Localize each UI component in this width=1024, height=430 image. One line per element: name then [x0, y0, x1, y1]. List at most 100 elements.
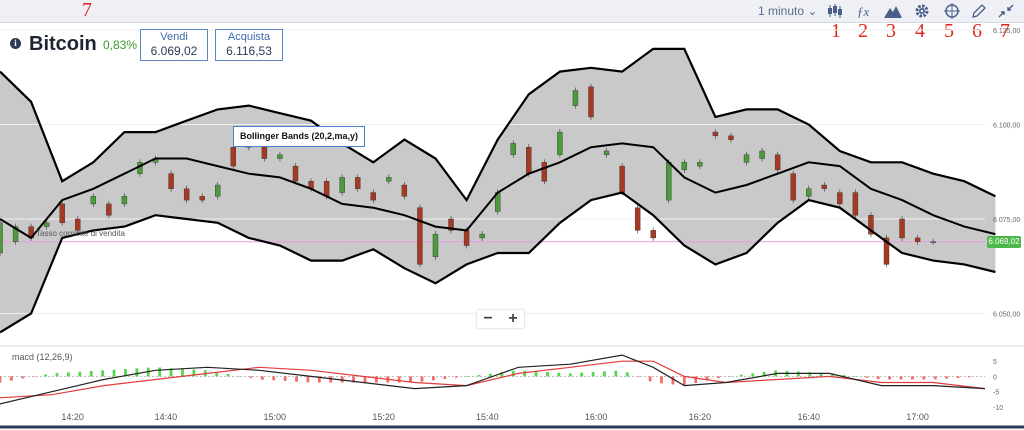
candle — [59, 203, 65, 224]
macd-histogram-bar — [876, 376, 880, 380]
macd-histogram-bar — [739, 374, 743, 377]
gear-icon[interactable] — [913, 3, 931, 19]
bollinger-middle-line — [0, 142, 996, 240]
macd-signal-line — [0, 360, 986, 399]
macd-line — [0, 354, 986, 405]
zoom-control: − + — [477, 310, 524, 328]
candle — [75, 218, 81, 231]
sell-button[interactable]: Vendi 6.069,02 — [140, 29, 208, 61]
candle — [852, 192, 859, 216]
candle — [619, 165, 625, 193]
y-tick-label: 6.125,00 — [993, 28, 1020, 35]
macd-histogram-bar — [557, 372, 561, 377]
candle — [837, 192, 843, 205]
macd-histogram-bar — [443, 376, 447, 379]
candle — [401, 184, 408, 197]
candle — [572, 90, 579, 106]
annotation-mark: 1 — [831, 20, 841, 42]
macd-histogram-bar — [67, 372, 70, 377]
candle — [603, 150, 610, 155]
zoom-in-button[interactable]: + — [508, 310, 518, 327]
candle — [634, 207, 641, 231]
candle — [121, 196, 128, 205]
candle — [90, 196, 97, 205]
candle — [43, 222, 50, 227]
macd-histogram-bar — [78, 371, 82, 377]
candle — [759, 150, 765, 159]
macd-histogram-bar — [10, 376, 13, 381]
macd-histogram-bar — [888, 376, 892, 380]
x-tick-label: 16:00 — [585, 412, 608, 422]
candle — [183, 188, 190, 201]
candle — [448, 218, 454, 231]
macd-histogram-bar — [317, 376, 321, 383]
macd-histogram-bar — [762, 371, 766, 377]
candle — [728, 135, 734, 140]
y-tick-label: 6.100,00 — [993, 123, 1020, 130]
interval-selector[interactable]: 1 minuto ⌄ — [758, 4, 817, 18]
candle — [899, 218, 905, 239]
macd-histogram-bar — [420, 376, 424, 382]
macd-histogram-bar — [842, 375, 846, 377]
macd-histogram-bar — [181, 368, 184, 377]
info-icon[interactable]: i — [10, 38, 21, 49]
candle — [510, 143, 516, 155]
candle — [432, 233, 439, 258]
x-tick-label: 16:20 — [689, 412, 712, 422]
macd-histogram-bar — [808, 372, 812, 377]
candle — [370, 192, 376, 201]
macd-histogram-bar — [831, 373, 834, 377]
annotation-mark: 6 — [972, 20, 982, 42]
annotation-mark: 4 — [915, 20, 925, 42]
candle — [883, 237, 890, 265]
sell-price: 6.069,02 — [150, 44, 198, 58]
macd-histogram-bar — [363, 376, 367, 383]
price-chart[interactable]: 6.125,00 6.100,00 6.075,00 6.050,00 5 0 -5 -10 1… — [0, 22, 1024, 430]
buy-price: 6.116,53 — [226, 44, 272, 58]
zoom-out-button[interactable]: − — [483, 310, 493, 327]
candle — [199, 196, 205, 201]
candle — [386, 177, 392, 182]
candle — [479, 233, 485, 239]
candle — [12, 226, 19, 242]
macd-tick-label: -10 — [993, 405, 1003, 412]
pencil-icon[interactable] — [970, 3, 988, 19]
macd-histogram-bar — [158, 367, 162, 377]
x-tick-label: 14:20 — [61, 412, 84, 422]
macd-histogram-bar — [671, 376, 675, 385]
macd-histogram-bar — [625, 372, 629, 377]
macd-histogram-bar — [705, 376, 709, 381]
mountain-chart-icon[interactable] — [884, 3, 902, 19]
current-price-tag: 6.069,02 — [987, 236, 1021, 248]
buy-button[interactable]: Acquista 6.116,53 — [215, 29, 283, 61]
candle — [930, 241, 936, 243]
candlestick-icon[interactable] — [826, 3, 844, 19]
macd-histogram-bar — [112, 369, 116, 377]
x-tick-label: 15:40 — [476, 412, 499, 422]
candle — [914, 237, 921, 242]
candle — [0, 222, 3, 254]
macd-histogram-bar — [489, 373, 492, 377]
collapse-icon[interactable] — [997, 3, 1015, 19]
candle — [666, 162, 672, 201]
macd-histogram-bar — [956, 376, 960, 379]
macd-histogram-bar — [911, 376, 914, 380]
crosshair-icon[interactable] — [943, 3, 961, 19]
macd-histogram-bar — [432, 376, 435, 381]
macd-histogram-bar — [694, 376, 698, 384]
candle — [681, 162, 688, 171]
candle — [541, 162, 548, 182]
macd-histogram-bar — [272, 376, 276, 381]
macd-histogram-bar — [751, 373, 755, 377]
macd-tick-label: 5 — [993, 359, 997, 366]
macd-histogram-bar — [477, 374, 481, 377]
candle — [821, 184, 827, 189]
function-icon[interactable]: ƒx — [855, 3, 873, 19]
macd-histogram-bar — [32, 376, 36, 377]
macd-histogram-bar — [466, 376, 470, 377]
x-tick-label: 15:20 — [372, 412, 395, 422]
macd-histogram-bar — [295, 376, 298, 382]
macd-histogram-bar — [0, 376, 2, 383]
macd-histogram-bar — [717, 376, 720, 379]
candle — [557, 131, 563, 155]
